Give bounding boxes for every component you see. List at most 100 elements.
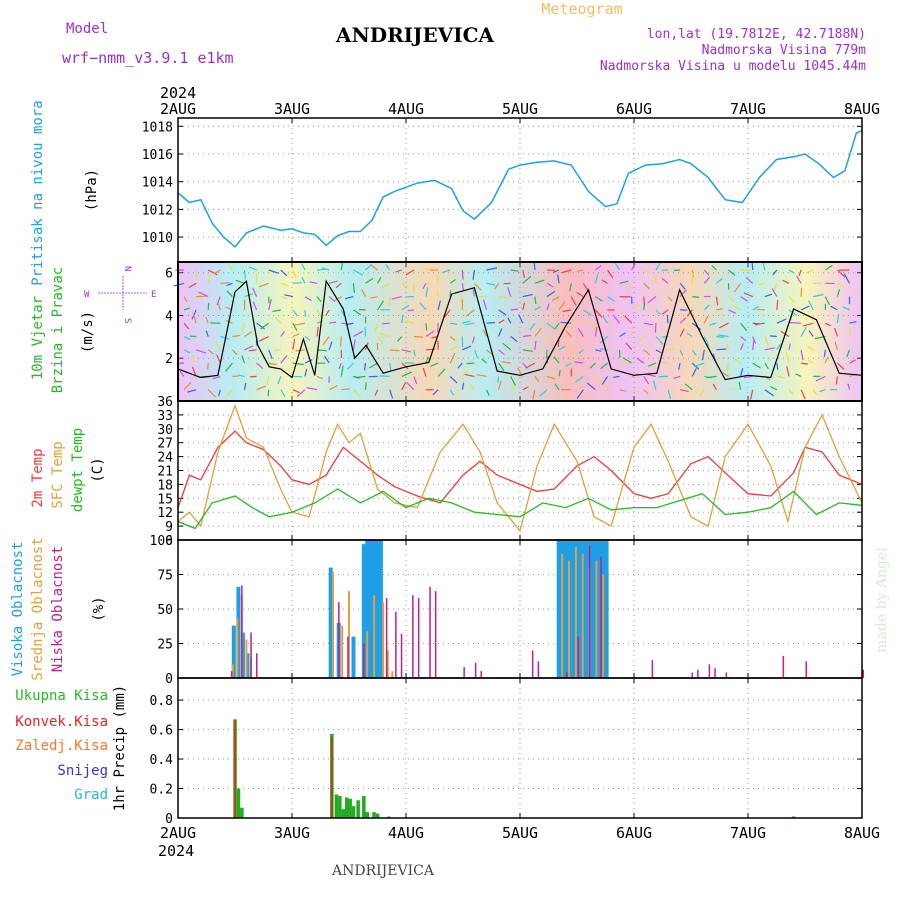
wind-arrow	[401, 282, 409, 288]
wind-arrow	[292, 269, 297, 278]
wind-arrow	[743, 292, 753, 298]
wind-arrow	[849, 321, 857, 324]
wind-arrow	[728, 296, 735, 302]
wind-arrow	[258, 335, 269, 342]
wind-arrow	[808, 330, 814, 337]
wind-arrow	[232, 334, 241, 338]
wind-arrow	[401, 382, 407, 390]
low-cloud-bar	[805, 661, 807, 678]
wind-arrow	[215, 342, 221, 351]
mid-cloud-bar	[373, 595, 376, 678]
wind-arrow	[625, 342, 633, 351]
y-tick-label: 30	[157, 423, 173, 438]
low-cloud-bar	[400, 633, 403, 678]
wind-arrow	[404, 320, 415, 324]
wind-arrow	[800, 389, 806, 400]
wind-arrow	[636, 357, 645, 364]
mid-cloud-bar	[332, 571, 334, 678]
wind-arrow	[449, 389, 455, 396]
wind-arrow	[300, 263, 306, 271]
wind-arrow	[776, 375, 785, 379]
high-cloud-bar	[236, 586, 241, 678]
wind-arrow	[472, 269, 475, 280]
panel-frame	[177, 677, 863, 819]
y-tick-label: 0	[165, 672, 173, 687]
wind-arrow	[449, 279, 456, 284]
wind-arrow	[626, 282, 633, 292]
high-cloud-bar	[368, 540, 373, 678]
precip-frozen-label: Zaledj.Kisa	[15, 738, 108, 754]
wind-arrow	[190, 354, 197, 364]
wind-arrow	[754, 322, 765, 326]
wind-arrow	[377, 300, 384, 311]
wind-arrow	[631, 304, 640, 311]
wind-arrow	[340, 309, 345, 316]
wind-arrow	[619, 280, 629, 284]
wind-arrow	[353, 330, 364, 338]
wind-arrow	[309, 281, 318, 284]
wind-arrow	[207, 389, 217, 398]
wind-arrow	[498, 319, 505, 324]
wind-arrow	[846, 349, 851, 358]
panel-pressure: 1010 1012 1014 1016 1018	[142, 118, 863, 262]
wind-arrow	[752, 362, 761, 369]
wind-arrow	[306, 387, 318, 391]
wind-arrow	[849, 359, 856, 364]
wind-arrow	[776, 363, 779, 370]
wind-arrow	[466, 362, 475, 365]
wind-arrow	[570, 349, 578, 359]
mid-cloud-bar	[574, 546, 577, 678]
wind-arrow	[205, 316, 209, 324]
convective-precip-bar	[331, 736, 333, 818]
wind-arrow	[183, 296, 188, 303]
y-tick-label: 9	[165, 520, 173, 535]
low-cloud-bar	[347, 636, 349, 678]
wind-arrow	[244, 345, 254, 351]
wind-arrow	[655, 309, 662, 315]
wind-arrow	[280, 331, 285, 337]
wind-arrow	[807, 359, 814, 364]
wind-arrow	[486, 282, 496, 286]
wind-arrow	[212, 375, 221, 380]
y-tick-label: 6	[165, 534, 173, 549]
wind-arrow	[718, 322, 729, 329]
y-tick-label: 27	[157, 437, 173, 452]
wind-arrow	[329, 321, 337, 324]
wind-arrow	[473, 282, 482, 291]
high-cloud-bar	[351, 636, 356, 678]
wind-arrow	[280, 355, 288, 364]
y-tick-label: 21	[157, 465, 173, 480]
wind-arrow	[470, 384, 475, 391]
low-cloud-bar	[577, 636, 579, 678]
wind-arrow	[599, 336, 608, 344]
mid-cloud-bar	[602, 574, 605, 678]
wind-arrow	[805, 269, 814, 274]
wind-arrow	[785, 352, 790, 364]
high-cloud-bar	[361, 544, 366, 678]
wind-arrow	[486, 322, 495, 324]
wind-arrow	[534, 376, 540, 383]
wind-arrow	[243, 382, 247, 390]
wind-arrow	[425, 356, 429, 364]
wind-arrow	[558, 370, 561, 377]
y-tick-label: 4	[165, 309, 173, 324]
wind-arrow	[260, 322, 270, 330]
wind-arrow	[740, 269, 751, 272]
wind-arrow	[546, 290, 556, 298]
wind-arrow	[595, 265, 602, 271]
wind-arrow	[717, 334, 729, 338]
wind-arrow	[389, 363, 392, 371]
low-cloud-bar	[417, 598, 420, 678]
mid-cloud-bar	[595, 560, 598, 678]
wind-arrow	[256, 362, 264, 369]
high-cloud-bar	[231, 625, 236, 678]
wind-arrow	[294, 322, 306, 326]
wind-arrow	[292, 362, 304, 366]
wind-arrow	[636, 336, 645, 345]
wind-arrow	[769, 335, 777, 338]
wind-arrow	[595, 296, 603, 302]
wind-arrow	[183, 335, 191, 341]
wind-arrow	[277, 376, 282, 385]
bottom-year-label: 2024	[158, 842, 194, 860]
